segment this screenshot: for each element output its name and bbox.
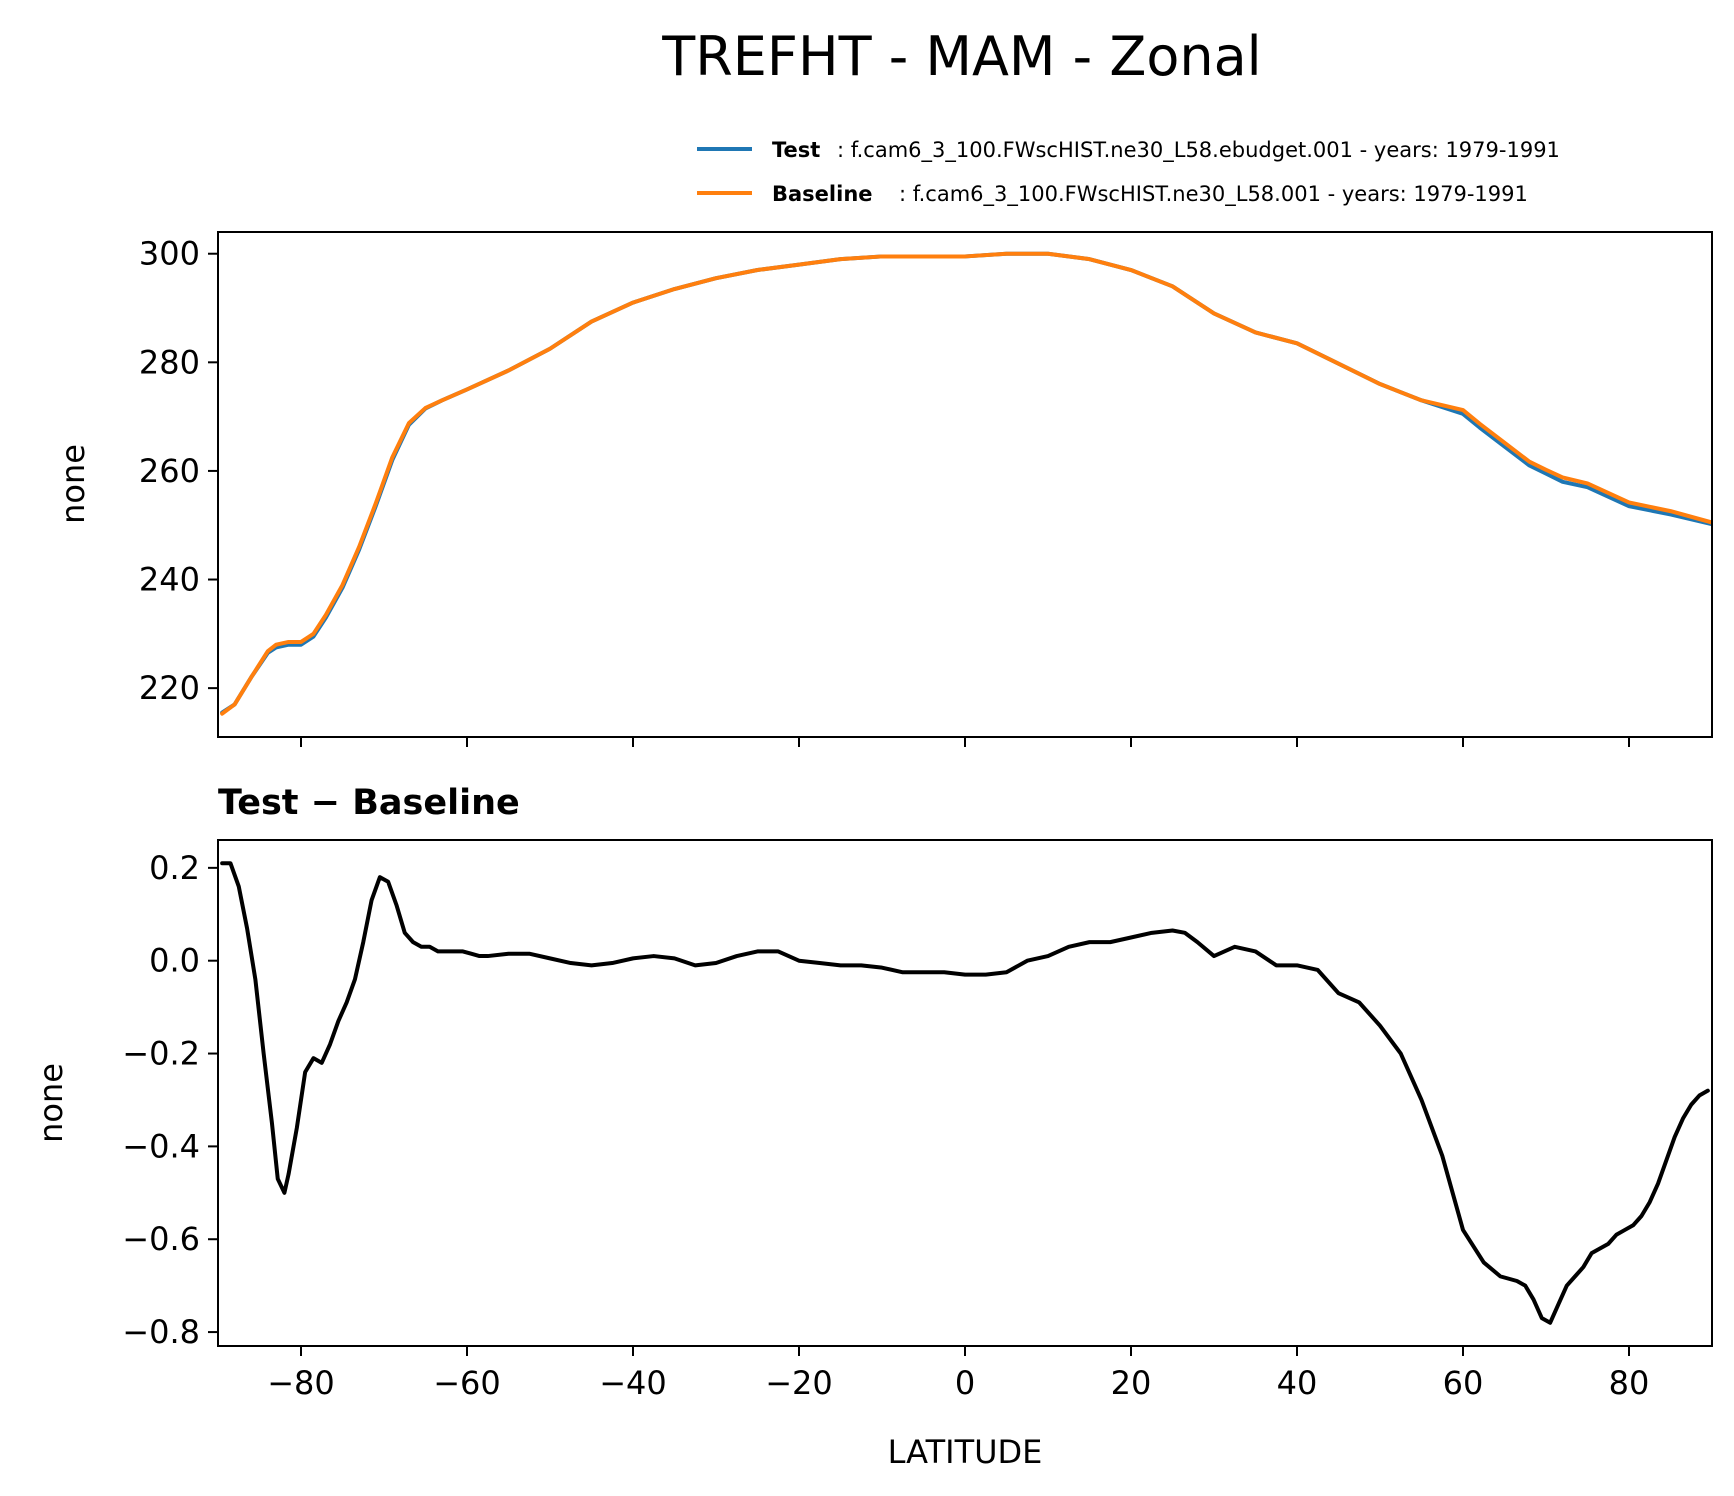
top-y-axis-label: none [54, 444, 92, 524]
bottom-y-tick-label: −0.8 [122, 1313, 200, 1351]
top-plot-lines [220, 251, 1712, 716]
top-y-tick-label: 300 [139, 235, 200, 273]
bottom-x-tick-label: 80 [1609, 1364, 1650, 1402]
bottom-y-tick-label: −0.6 [122, 1220, 200, 1258]
bottom-axes-frame [217, 839, 1713, 1347]
legend-baseline-label: Baseline [772, 182, 873, 206]
top-x-ticks [300, 737, 1630, 747]
bottom-x-tick-label: −40 [599, 1364, 667, 1402]
bottom-plot-lines [220, 861, 1710, 1325]
bottom-x-tick-label: −20 [765, 1364, 833, 1402]
bottom-x-tick-label: 60 [1443, 1364, 1484, 1402]
bottom-y-axis-label: none [32, 1063, 70, 1143]
top-y-ticks: 220 240 260 280 300 [139, 235, 218, 707]
x-axis-label: LATITUDE [888, 1433, 1043, 1471]
legend-test-label: Test [772, 138, 820, 162]
chart-title: TREFHT - MAM - Zonal [661, 25, 1261, 88]
bottom-y-tick-label: 0.0 [149, 942, 200, 980]
bottom-x-tick-label: 0 [955, 1364, 975, 1402]
top-axes-frame [217, 231, 1713, 738]
bottom-y-tick-label: −0.2 [122, 1035, 200, 1073]
bottom-x-tick-label: 40 [1277, 1364, 1318, 1402]
bottom-y-ticks: 0.2 0.0 −0.2 −0.4 −0.6 −0.8 [122, 849, 218, 1351]
legend: Test : f.cam6_3_100.FWscHIST.ne30_L58.eb… [697, 138, 1560, 207]
top-panel: 220 240 260 280 300 none [54, 231, 1713, 747]
bottom-y-tick-label: 0.2 [149, 849, 200, 887]
bottom-series-test-baseline [220, 861, 1710, 1325]
bottom-panel: Test − Baseline 0.2 0.0 −0.2 −0.4 −0.6 −0.8 −… [32, 783, 1713, 1471]
top-y-tick-label: 220 [139, 669, 200, 707]
bottom-panel-title: Test − Baseline [218, 783, 520, 823]
legend-test-description: : f.cam6_3_100.FWscHIST.ne30_L58.ebudget… [837, 138, 1560, 163]
top-y-tick-label: 240 [139, 561, 200, 599]
top-y-tick-label: 260 [139, 452, 200, 490]
bottom-x-ticks: −80 −60 −40 −20 0 20 40 60 80 [267, 1346, 1649, 1402]
top-y-tick-label: 280 [139, 343, 200, 381]
bottom-x-tick-label: −60 [433, 1364, 501, 1402]
bottom-y-tick-label: −0.4 [122, 1127, 200, 1165]
legend-baseline-description: : f.cam6_3_100.FWscHIST.ne30_L58.001 - y… [899, 182, 1528, 207]
bottom-x-tick-label: 20 [1111, 1364, 1152, 1402]
top-series-baseline [220, 251, 1712, 716]
bottom-x-tick-label: −80 [267, 1364, 335, 1402]
